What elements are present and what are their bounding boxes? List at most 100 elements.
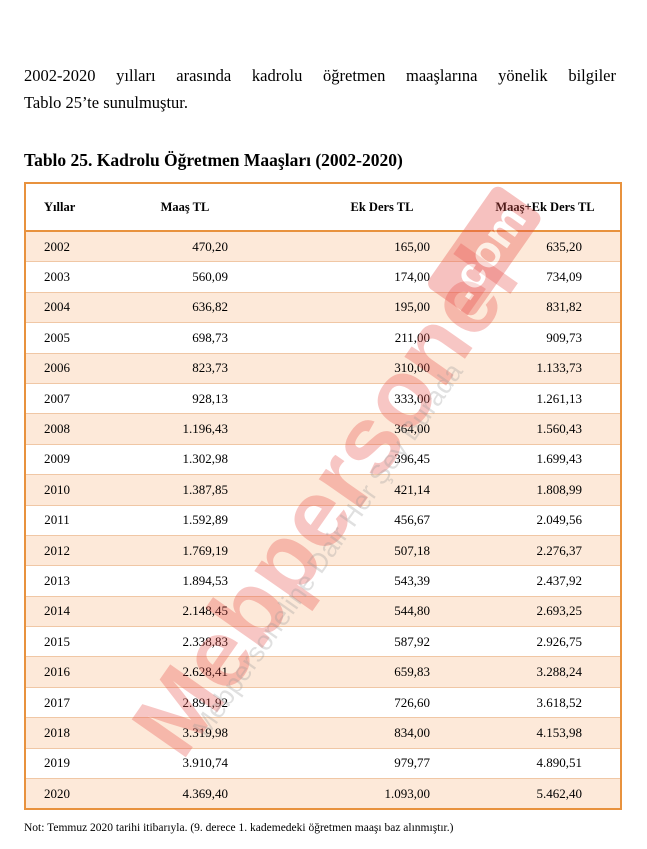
cell-salary: 1.302,98: [116, 443, 284, 475]
cell-total: 1.699,43: [460, 443, 620, 475]
cell-total: 734,09: [460, 261, 620, 293]
cell-salary: 1.592,89: [116, 504, 284, 536]
table-row: 2006 823,73 310,00 1.133,73: [26, 352, 620, 384]
cell-total: 635,20: [460, 231, 620, 262]
cell-extra-lesson: 174,00: [284, 261, 460, 293]
cell-salary: 560,09: [116, 261, 284, 293]
cell-salary: 1.769,19: [116, 534, 284, 566]
cell-total: 831,82: [460, 291, 620, 323]
cell-year: 2019: [26, 747, 116, 779]
cell-extra-lesson: 421,14: [284, 474, 460, 506]
cell-year: 2005: [26, 322, 116, 354]
cell-year: 2004: [26, 291, 116, 323]
table-body: 2002 470,20 165,00 635,20 2003 560,09 174,00 73…: [26, 231, 620, 809]
cell-total: 2.437,92: [460, 565, 620, 597]
cell-total: 4.890,51: [460, 747, 620, 779]
cell-salary: 1.196,43: [116, 413, 284, 445]
cell-total: 1.261,13: [460, 382, 620, 414]
header-extra-lesson: Ek Ders TL: [284, 184, 460, 232]
cell-total: 2.276,37: [460, 534, 620, 566]
cell-salary: 636,82: [116, 291, 284, 323]
cell-extra-lesson: 587,92: [284, 626, 460, 657]
cell-total: 3.288,24: [460, 656, 620, 688]
cell-year: 2012: [26, 534, 116, 566]
cell-extra-lesson: 543,39: [284, 565, 460, 597]
intro-line-1: 2002-2020 yılları arasında kadrolu öğret…: [24, 66, 616, 85]
cell-year: 2006: [26, 352, 116, 384]
cell-extra-lesson: 195,00: [284, 291, 460, 323]
cell-total: 3.618,52: [460, 686, 620, 718]
table-row: 2011 1.592,89 456,67 2.049,56: [26, 504, 620, 536]
cell-total: 1.560,43: [460, 413, 620, 445]
cell-year: 2009: [26, 443, 116, 475]
cell-extra-lesson: 726,60: [284, 686, 460, 718]
table-row: 2009 1.302,98 396,45 1.699,43: [26, 443, 620, 475]
cell-extra-lesson: 456,67: [284, 504, 460, 536]
cell-salary: 4.369,40: [116, 778, 284, 809]
table-row: 2020 4.369,40 1.093,00 5.462,40: [26, 778, 620, 809]
table-row: 2010 1.387,85 421,14 1.808,99: [26, 474, 620, 506]
cell-total: 1.133,73: [460, 352, 620, 384]
intro-paragraph: 2002-2020 yılları arasında kadrolu öğret…: [24, 62, 616, 116]
cell-salary: 928,13: [116, 382, 284, 414]
cell-year: 2014: [26, 595, 116, 627]
cell-total: 2.926,75: [460, 626, 620, 657]
cell-total: 4.153,98: [460, 717, 620, 749]
table-caption: Tablo 25. Kadrolu Öğretmen Maaşları (200…: [24, 150, 403, 170]
header-years: Yıllar: [26, 184, 116, 232]
cell-extra-lesson: 333,00: [284, 382, 460, 414]
salary-table: Yıllar Maaş TL Ek Ders TL Maaş+Ek Ders T…: [24, 182, 622, 811]
cell-extra-lesson: 507,18: [284, 534, 460, 566]
cell-year: 2016: [26, 656, 116, 688]
cell-year: 2011: [26, 504, 116, 536]
cell-year: 2002: [26, 231, 116, 262]
cell-total: 2.693,25: [460, 595, 620, 627]
cell-year: 2020: [26, 778, 116, 809]
cell-salary: 2.338,83: [116, 626, 284, 657]
cell-extra-lesson: 211,00: [284, 322, 460, 354]
cell-year: 2015: [26, 626, 116, 657]
cell-year: 2007: [26, 382, 116, 414]
table-row: 2008 1.196,43 364,00 1.560,43: [26, 413, 620, 445]
cell-salary: 1.387,85: [116, 474, 284, 506]
cell-extra-lesson: 834,00: [284, 717, 460, 749]
cell-extra-lesson: 979,77: [284, 747, 460, 779]
cell-year: 2018: [26, 717, 116, 749]
cell-year: 2003: [26, 261, 116, 293]
cell-salary: 3.319,98: [116, 717, 284, 749]
table-row: 2015 2.338,83 587,92 2.926,75: [26, 626, 620, 657]
table-row: 2016 2.628,41 659,83 3.288,24: [26, 656, 620, 688]
cell-year: 2017: [26, 686, 116, 718]
table-row: 2003 560,09 174,00 734,09: [26, 261, 620, 293]
cell-salary: 698,73: [116, 322, 284, 354]
cell-extra-lesson: 1.093,00: [284, 778, 460, 809]
table-row: 2014 2.148,45 544,80 2.693,25: [26, 595, 620, 627]
cell-year: 2008: [26, 413, 116, 445]
cell-total: 1.808,99: [460, 474, 620, 506]
table-row: 2017 2.891,92 726,60 3.618,52: [26, 686, 620, 718]
table-row: 2013 1.894,53 543,39 2.437,92: [26, 565, 620, 597]
cell-salary: 470,20: [116, 231, 284, 262]
table-row: 2007 928,13 333,00 1.261,13: [26, 382, 620, 414]
cell-salary: 1.894,53: [116, 565, 284, 597]
table-row: 2018 3.319,98 834,00 4.153,98: [26, 717, 620, 749]
cell-salary: 2.628,41: [116, 656, 284, 688]
table-header-row: Yıllar Maaş TL Ek Ders TL Maaş+Ek Ders T…: [26, 184, 620, 232]
cell-extra-lesson: 544,80: [284, 595, 460, 627]
cell-extra-lesson: 659,83: [284, 656, 460, 688]
cell-extra-lesson: 310,00: [284, 352, 460, 384]
table-row: 2002 470,20 165,00 635,20: [26, 231, 620, 262]
table-row: 2019 3.910,74 979,77 4.890,51: [26, 747, 620, 779]
cell-extra-lesson: 396,45: [284, 443, 460, 475]
cell-salary: 2.148,45: [116, 595, 284, 627]
cell-salary: 823,73: [116, 352, 284, 384]
cell-total: 2.049,56: [460, 504, 620, 536]
header-total: Maaş+Ek Ders TL: [460, 184, 620, 232]
table-row: 2005 698,73 211,00 909,73: [26, 322, 620, 354]
cell-salary: 2.891,92: [116, 686, 284, 718]
cell-extra-lesson: 165,00: [284, 231, 460, 262]
table-row: 2004 636,82 195,00 831,82: [26, 291, 620, 323]
cell-year: 2010: [26, 474, 116, 506]
cell-extra-lesson: 364,00: [284, 413, 460, 445]
header-salary: Maaş TL: [116, 184, 284, 232]
